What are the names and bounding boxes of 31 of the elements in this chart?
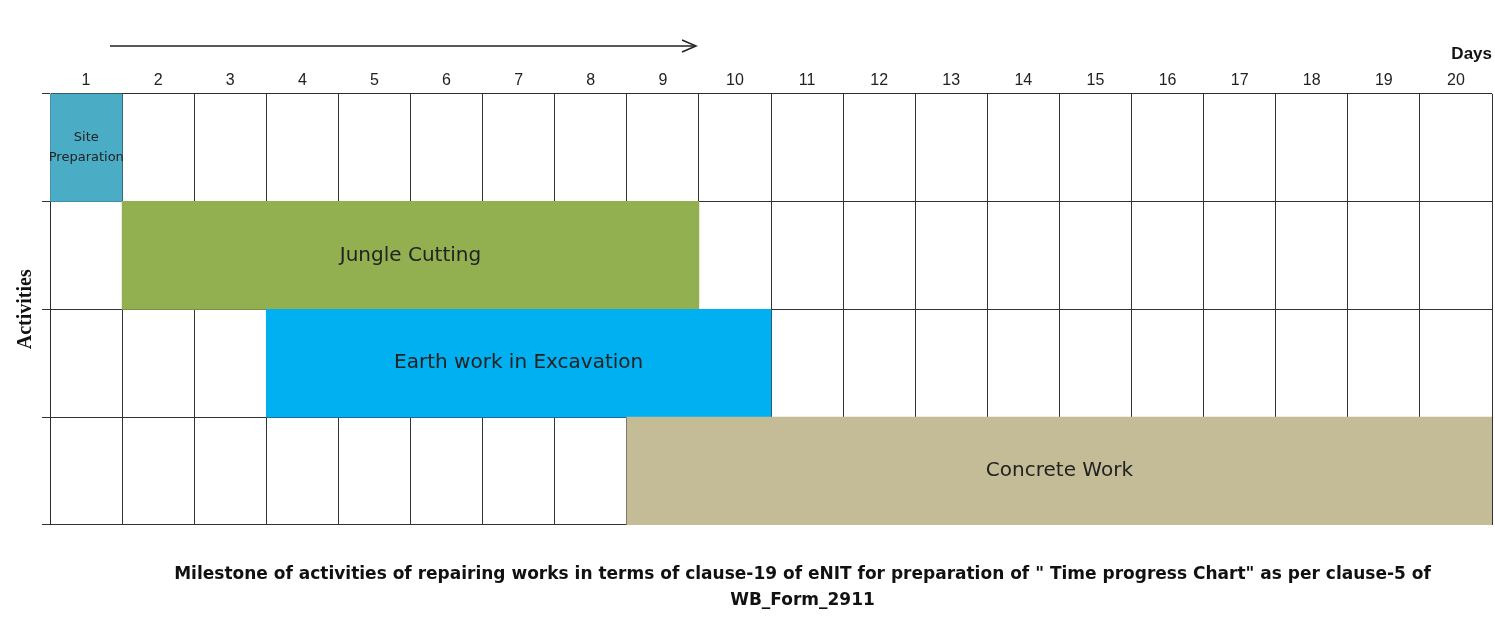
bar <box>121 201 700 310</box>
y-axis-title: Activities <box>13 269 36 350</box>
x-tick-label: 17 <box>1230 71 1249 89</box>
x-tick-label: 16 <box>1158 71 1177 89</box>
x-tick-label: 18 <box>1302 71 1321 89</box>
x-tick-label: 11 <box>798 71 816 89</box>
x-tick-label: 4 <box>297 71 307 89</box>
x-tick-label: 8 <box>586 71 596 89</box>
x-tick-label: 5 <box>370 71 379 89</box>
x-tick-label: 19 <box>1374 71 1393 89</box>
bar <box>626 416 1492 525</box>
y-tick-label: Earth work in Excavation <box>394 349 644 374</box>
y-tick-label: Site Preparation <box>48 128 124 164</box>
bar <box>50 93 123 202</box>
text: Milestone of activities of repairing works in terms of clause-19 of eNIT for preparation of " Time progress Chart" as per clause-5 of WB_Form_2911 <box>173 562 1432 611</box>
x-tick-label: 15 <box>1086 71 1105 89</box>
x-tick-label: 7 <box>514 71 524 89</box>
x-tick-label: 1 <box>81 71 91 89</box>
x-axis-title: Days <box>1451 43 1492 63</box>
x-tick-label: 14 <box>1014 71 1033 89</box>
y-tick-label: Concrete Work <box>985 457 1134 482</box>
x-tick-label: 3 <box>225 71 235 89</box>
x-tick-label: 2 <box>153 71 163 89</box>
x-tick-label: 12 <box>870 71 889 89</box>
x-tick-label: 10 <box>726 71 744 89</box>
y-tick-label: Jungle Cutting <box>337 241 482 266</box>
x-tick-label: 9 <box>658 71 668 89</box>
x-tick-label: 13 <box>942 71 961 89</box>
x-tick-label: 6 <box>442 71 452 89</box>
bar <box>265 308 772 418</box>
x-tick-label: 20 <box>1447 71 1465 89</box>
